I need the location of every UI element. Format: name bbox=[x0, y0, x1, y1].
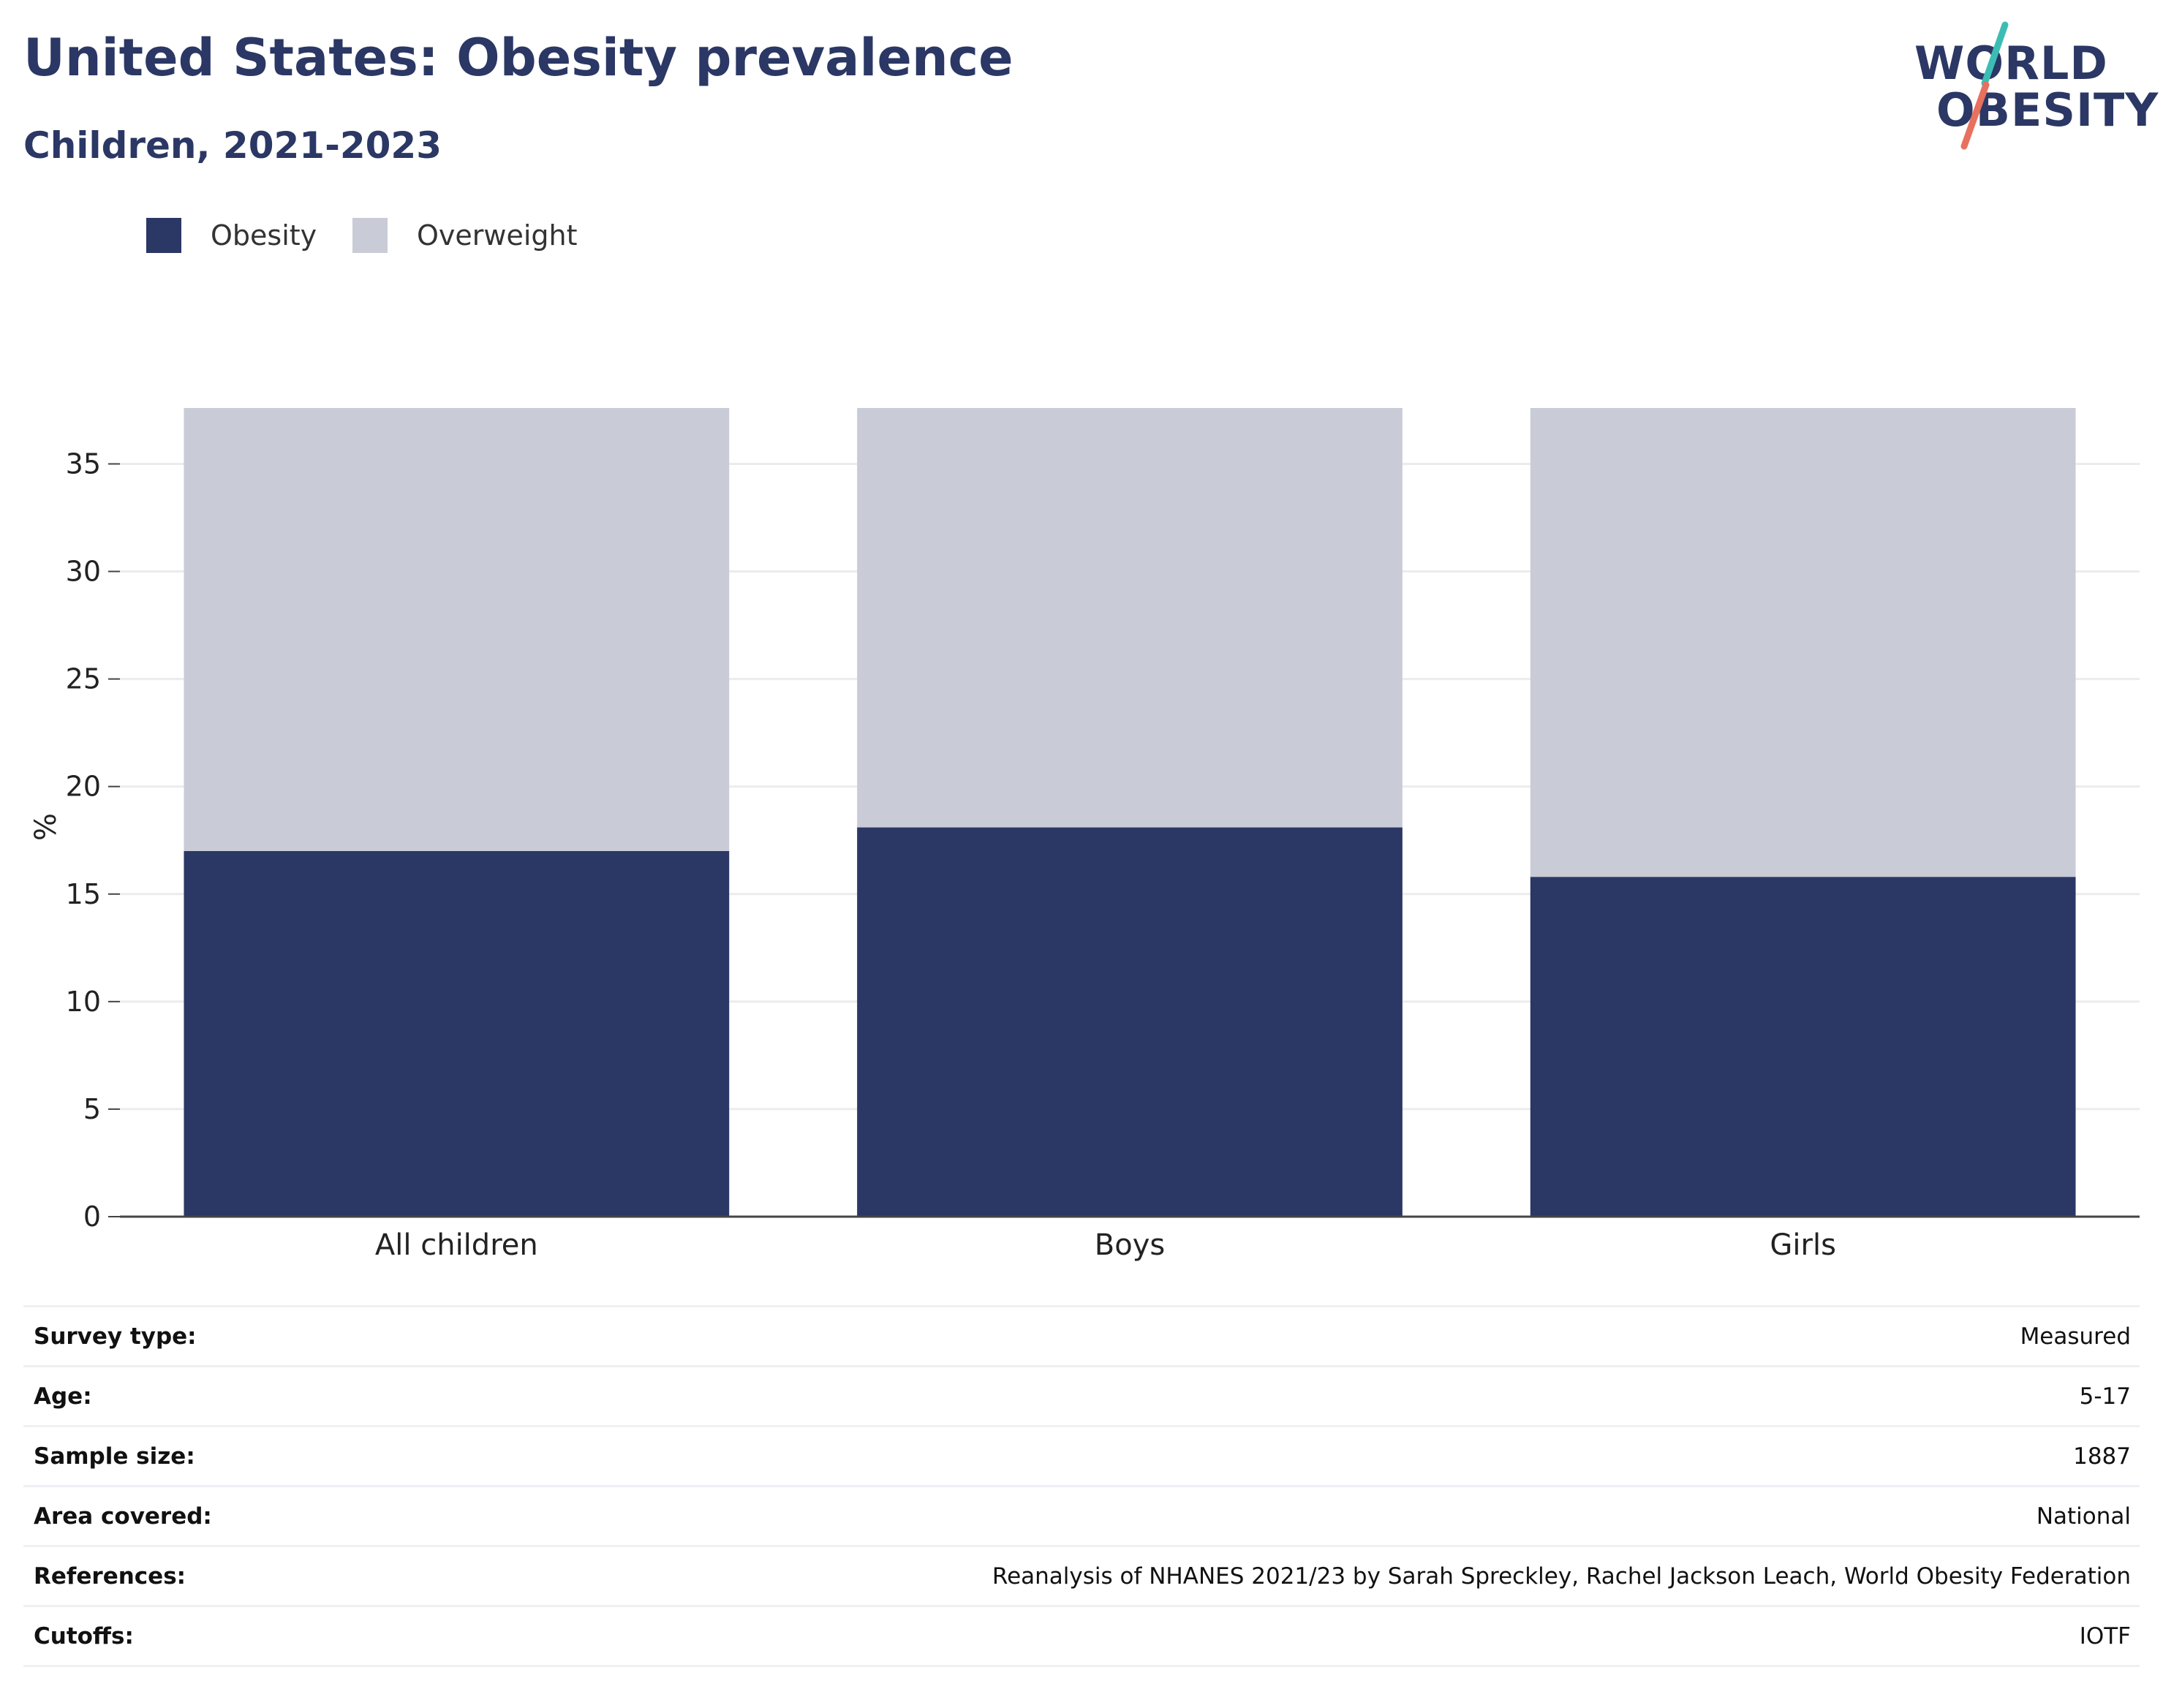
info-row-references: References: Reanalysis of NHANES 2021/23… bbox=[23, 1546, 2140, 1606]
info-value: Measured bbox=[2020, 1323, 2131, 1350]
legend-label-obesity: Obesity bbox=[211, 219, 317, 252]
bar-obesity-boys bbox=[857, 827, 1403, 1217]
info-value: 1887 bbox=[2073, 1443, 2131, 1470]
bar-chart: 0 5 10 15 20 25 30 35% All children Boys Girls bbox=[29, 408, 2140, 1262]
x-tick-label: Girls bbox=[1770, 1228, 1836, 1262]
logo-line-1: WORLD bbox=[1914, 37, 2108, 90]
x-tick-label: Boys bbox=[1095, 1228, 1165, 1262]
chart-title: United States: Obesity prevalence bbox=[23, 28, 1013, 88]
info-value: IOTF bbox=[2079, 1622, 2131, 1650]
info-value: National bbox=[2036, 1503, 2131, 1530]
info-row-cutoffs: Cutoffs: IOTF bbox=[23, 1606, 2140, 1666]
y-tick-label: 15 bbox=[66, 878, 101, 910]
y-tick-label: 0 bbox=[83, 1201, 101, 1233]
legend-swatch-obesity bbox=[146, 218, 181, 253]
info-value: 5-17 bbox=[2079, 1383, 2131, 1410]
y-tick-label: 20 bbox=[66, 771, 101, 803]
info-label: References: bbox=[34, 1562, 186, 1590]
legend-swatch-overweight bbox=[352, 218, 388, 253]
bar-overweight-all-children bbox=[184, 408, 730, 851]
y-axis-label: % bbox=[29, 813, 63, 841]
x-tick-label: All children bbox=[375, 1228, 538, 1262]
info-row-sample-size: Sample size: 1887 bbox=[23, 1426, 2140, 1486]
bar-overweight-boys bbox=[857, 408, 1403, 828]
world-obesity-logo: WORLD OBESITY bbox=[1901, 15, 2158, 161]
y-tick-label: 10 bbox=[66, 986, 101, 1018]
legend-label-overweight: Overweight bbox=[417, 219, 578, 252]
info-label: Sample size: bbox=[34, 1443, 195, 1470]
info-row-age: Age: 5-17 bbox=[23, 1366, 2140, 1427]
y-tick-label: 5 bbox=[83, 1093, 101, 1125]
y-tick-label: 25 bbox=[66, 663, 101, 695]
info-label: Survey type: bbox=[34, 1323, 197, 1350]
y-tick-label: 30 bbox=[66, 556, 101, 588]
chart-subtitle: Children, 2021-2023 bbox=[23, 124, 442, 167]
logo-slash-icon bbox=[1960, 21, 2009, 150]
bar-overweight-girls bbox=[1530, 408, 2076, 877]
survey-info-table: Survey type: Measured Age: 5-17 Sample s… bbox=[23, 1305, 2140, 1667]
info-value: Reanalysis of NHANES 2021/23 by Sarah Sp… bbox=[992, 1562, 2131, 1590]
info-row-survey-type: Survey type: Measured bbox=[23, 1306, 2140, 1367]
info-label: Age: bbox=[34, 1383, 92, 1410]
bar-obesity-girls bbox=[1530, 877, 2076, 1217]
info-label: Area covered: bbox=[34, 1503, 212, 1530]
y-tick-label: 35 bbox=[66, 447, 101, 480]
bar-obesity-all-children bbox=[184, 850, 730, 1217]
info-row-area-covered: Area covered: National bbox=[23, 1486, 2140, 1546]
info-label: Cutoffs: bbox=[34, 1622, 134, 1650]
